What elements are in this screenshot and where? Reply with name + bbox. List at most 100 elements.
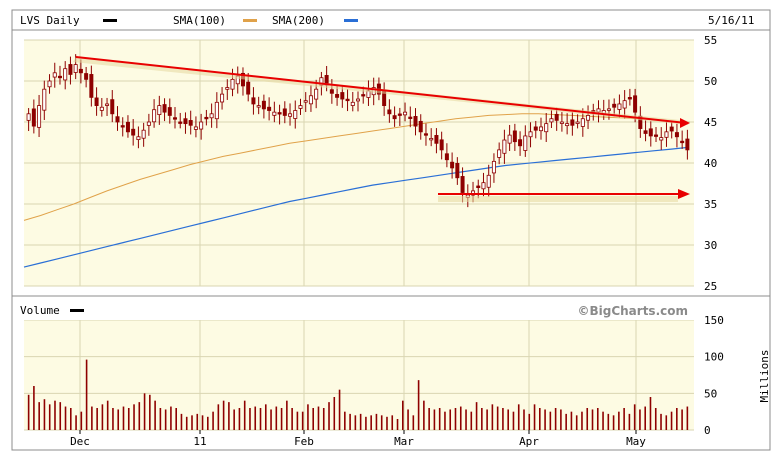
candle-body: [178, 121, 183, 124]
candle-body: [418, 120, 423, 133]
price-tick-label: 45: [704, 116, 717, 129]
candle-body: [455, 162, 460, 179]
candle-body: [413, 116, 418, 127]
candle-body: [575, 121, 580, 124]
candle-body: [512, 130, 517, 143]
volume-bars: [27, 359, 689, 430]
candle-body: [580, 118, 585, 127]
candle-body: [502, 139, 507, 154]
candle-body: [57, 75, 62, 79]
candle-body: [345, 98, 350, 102]
candle-body: [308, 95, 313, 105]
candle-body: [559, 121, 564, 124]
candle-body: [125, 121, 130, 133]
candle-body: [282, 108, 287, 116]
candle-body: [167, 107, 172, 116]
candle-body: [131, 128, 136, 136]
candle-body: [674, 132, 679, 138]
trendline-arrowhead: [680, 118, 690, 128]
symbol-label: LVS Daily: [20, 14, 80, 27]
candle-body: [152, 109, 157, 123]
candle-body: [68, 64, 73, 75]
candle-body: [89, 74, 94, 98]
candle-body: [73, 64, 78, 73]
sma200-legend-label: SMA(200): [272, 14, 325, 27]
candle-body: [214, 101, 219, 120]
candle-body: [685, 138, 690, 151]
candle-body: [460, 176, 465, 193]
candle-body: [481, 182, 486, 190]
candle-body: [277, 112, 282, 115]
candle-body: [340, 92, 345, 100]
price-tick-label: 25: [704, 280, 717, 293]
candle-body: [105, 103, 110, 106]
candle-body: [329, 89, 334, 94]
resistance-trendline: [75, 56, 687, 124]
candle-body: [622, 100, 627, 109]
candle-body: [544, 123, 549, 133]
x-tick-label: Dec: [70, 435, 90, 448]
candle-body: [648, 128, 653, 137]
candle-body: [471, 190, 476, 196]
candle-body: [162, 104, 167, 113]
candle-body: [387, 109, 392, 115]
candle-body: [225, 87, 230, 90]
candle-body: [397, 113, 402, 116]
candle-body: [664, 131, 669, 138]
candle-body: [141, 129, 146, 139]
volume-legend-swatch: [70, 309, 84, 312]
candle-body: [408, 116, 413, 119]
chart-date: 5/16/11: [708, 14, 754, 27]
candle-body: [355, 98, 360, 102]
candle-body: [423, 133, 428, 136]
x-axis-ticks: Dec 11 Feb Mar Apr May: [70, 430, 646, 448]
candle-body: [434, 135, 439, 144]
candle-body: [188, 120, 193, 126]
candle-body: [439, 139, 444, 151]
x-tick-label: Feb: [294, 435, 314, 448]
volume-axis-ticks: 0 50 100 150: [704, 314, 724, 437]
candle-body: [303, 100, 308, 103]
candle-body: [549, 118, 554, 123]
watermark: ©BigCharts.com: [577, 304, 688, 318]
candle-body: [680, 140, 685, 144]
candle-body: [246, 81, 251, 95]
candle-body: [31, 108, 36, 127]
candle-body: [173, 117, 178, 120]
candle-body: [617, 103, 622, 110]
price-tick-label: 55: [704, 34, 717, 47]
price-tick-label: 30: [704, 239, 717, 252]
candle-body: [99, 106, 104, 111]
volume-tick-label: 150: [704, 314, 724, 327]
candle-body: [272, 111, 277, 116]
candle-body: [659, 137, 664, 141]
volume-tick-label: 0: [704, 424, 711, 437]
candle-body: [209, 113, 214, 119]
candle-body: [392, 115, 397, 120]
x-tick-label: May: [626, 435, 646, 448]
candle-body: [267, 106, 272, 111]
candle-body: [554, 113, 559, 121]
support-arrowhead: [678, 189, 690, 199]
x-tick-label: Mar: [394, 435, 414, 448]
candle-body: [507, 134, 512, 144]
price-tick-label: 35: [704, 198, 717, 211]
volume-unit-label: Millions: [758, 350, 771, 403]
candle-body: [497, 149, 502, 158]
sma200-line: [23, 146, 689, 268]
candle-body: [612, 103, 617, 108]
volume-tick-label: 100: [704, 351, 724, 364]
price-legend-swatch: [103, 19, 117, 22]
candle-body: [533, 126, 538, 131]
candle-body: [94, 97, 99, 107]
candle-body: [110, 99, 115, 115]
sma200-legend-swatch: [344, 19, 358, 22]
candle-body: [288, 113, 293, 117]
candle-body: [335, 94, 340, 98]
volume-label: Volume: [20, 304, 60, 317]
candle-body: [518, 139, 523, 147]
candle-body: [204, 116, 209, 120]
candle-body: [350, 101, 355, 106]
candle-body: [298, 105, 303, 109]
